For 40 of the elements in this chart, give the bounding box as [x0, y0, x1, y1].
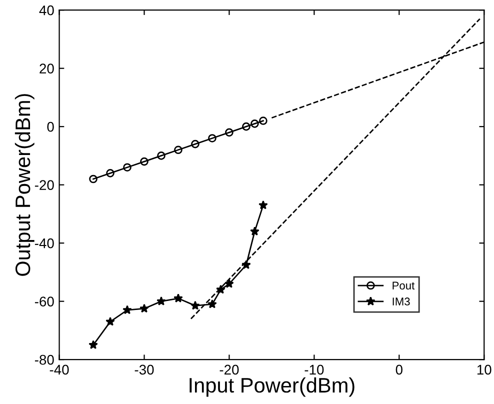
point: [156, 296, 166, 306]
x-tick-label: 0: [396, 364, 402, 375]
legend-label: Pout: [392, 282, 415, 290]
point: [140, 304, 149, 313]
y-tick-label: 40: [39, 5, 54, 16]
x-tick-label: -20: [220, 364, 239, 375]
y-axis-title: Output Power(dBm): [14, 94, 34, 276]
y-tick-label: -40: [34, 238, 54, 248]
x-tick-label: 10: [477, 364, 492, 375]
point: [208, 299, 217, 308]
point: [224, 278, 234, 288]
y-tick-label: 0: [47, 122, 54, 132]
point: [208, 134, 216, 142]
point: [157, 152, 166, 160]
x-axis-title: Input Power(dBm): [190, 377, 354, 397]
x-tick-label: -30: [134, 364, 154, 375]
point: [123, 163, 132, 172]
legend-label: IM3: [392, 298, 410, 306]
point: [190, 300, 200, 310]
point: [250, 120, 259, 128]
x-tick-label: -10: [304, 364, 324, 375]
point: [106, 169, 114, 178]
y-tick-label: -20: [34, 180, 54, 190]
point: [191, 140, 200, 148]
point: [122, 305, 132, 314]
point: [140, 157, 148, 166]
x-tick-label: -40: [50, 364, 69, 375]
point: [258, 200, 268, 210]
y-tick-label: -80: [34, 354, 54, 365]
point: [88, 340, 98, 350]
point: [89, 174, 98, 184]
point: [174, 294, 183, 302]
point: [225, 128, 234, 137]
point: [174, 146, 182, 154]
point: [259, 116, 268, 125]
point: [242, 122, 250, 131]
point: [106, 316, 115, 326]
y-tick-label: -60: [34, 296, 54, 306]
y-tick-label: 20: [40, 64, 54, 74]
point: [250, 226, 260, 236]
